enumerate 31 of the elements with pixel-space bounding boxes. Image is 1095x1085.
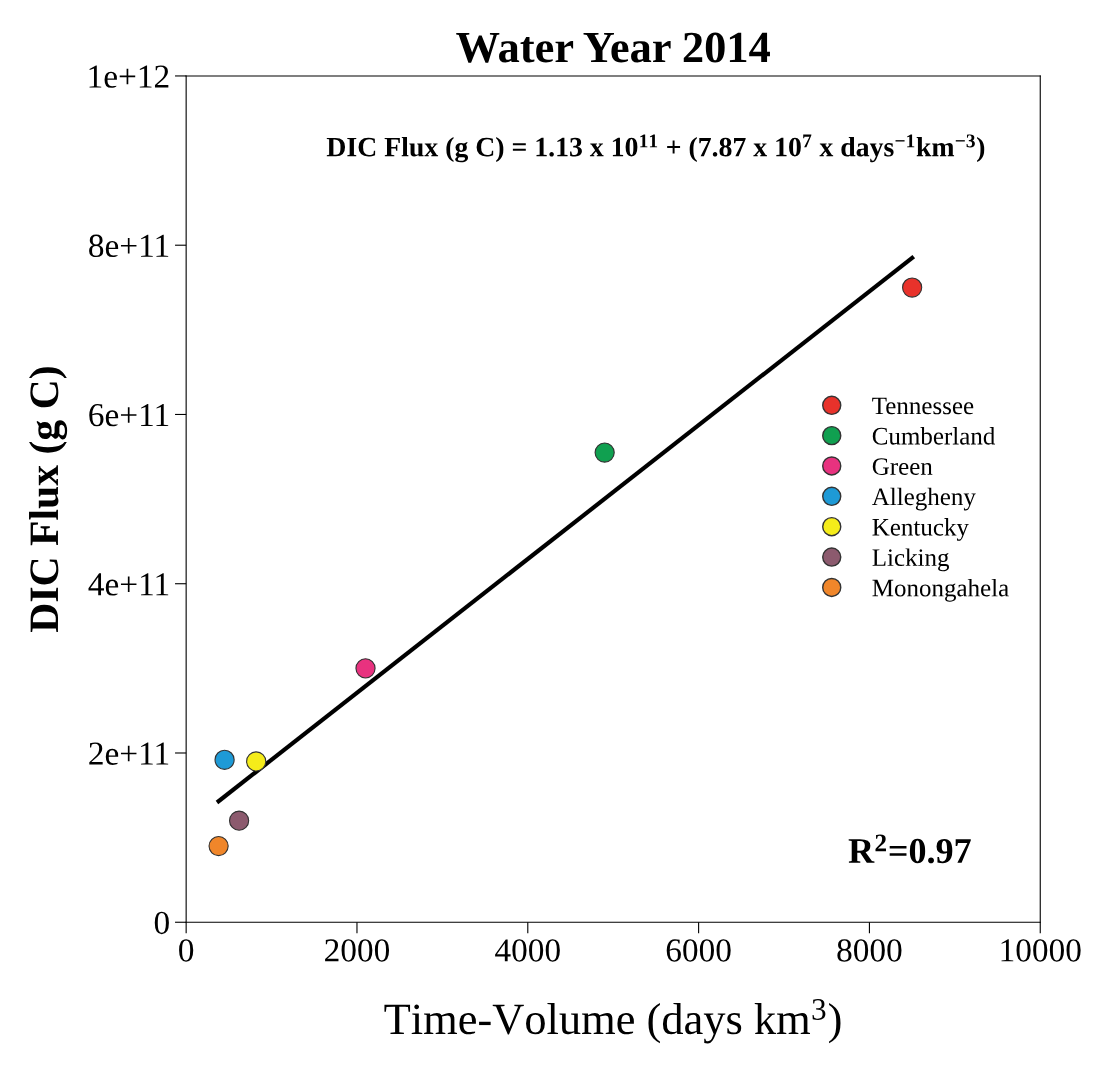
y-tick-label: 2e+11 (89, 742, 169, 765)
x-tick-label: 0 (179, 939, 194, 962)
x-tick-label: 6000 (666, 939, 731, 962)
x-tick-label: 10000 (1001, 939, 1081, 962)
legend-label: Cumberland (872, 427, 996, 445)
point (214, 749, 235, 770)
legend-label: Kentucky (872, 518, 969, 541)
point (902, 277, 923, 298)
legend-label: Allegheny (871, 487, 976, 511)
point (594, 442, 615, 463)
x-axis-title: Time-Volume (days km$^{3}$) (384, 999, 841, 1044)
chart-title: Water Year 2014 (456, 32, 770, 63)
legend-label: Green (872, 458, 933, 475)
legend-label: Tennessee (872, 397, 974, 415)
y-tick-label: 1e+12 (89, 65, 169, 88)
point (355, 658, 376, 679)
x-tick-label: 8000 (837, 939, 902, 962)
text: DIC Flux (g C) = 1.13 x 10$^{11}$ + (7.87 x 10$^{7}$ x days$^{−1}$km$^{−3}$) (326, 134, 985, 163)
legend-label: Monongahela (872, 578, 1009, 602)
y-tick-label: 4e+11 (88, 573, 169, 596)
y-tick-label: 6e+11 (89, 403, 169, 427)
x-tick-label: 2000 (325, 939, 390, 962)
annotation: R$^{2}$=0.97 (848, 834, 971, 864)
y-tick-label: 8e+11 (89, 234, 169, 258)
point (228, 810, 250, 831)
x-tick-label: 4000 (495, 939, 560, 962)
point (208, 835, 229, 857)
y-tick-label: 0 (154, 911, 169, 935)
point (246, 751, 267, 772)
y-axis-title: DIC Flux (g C) (29, 367, 68, 633)
legend-label: Licking (872, 548, 950, 572)
